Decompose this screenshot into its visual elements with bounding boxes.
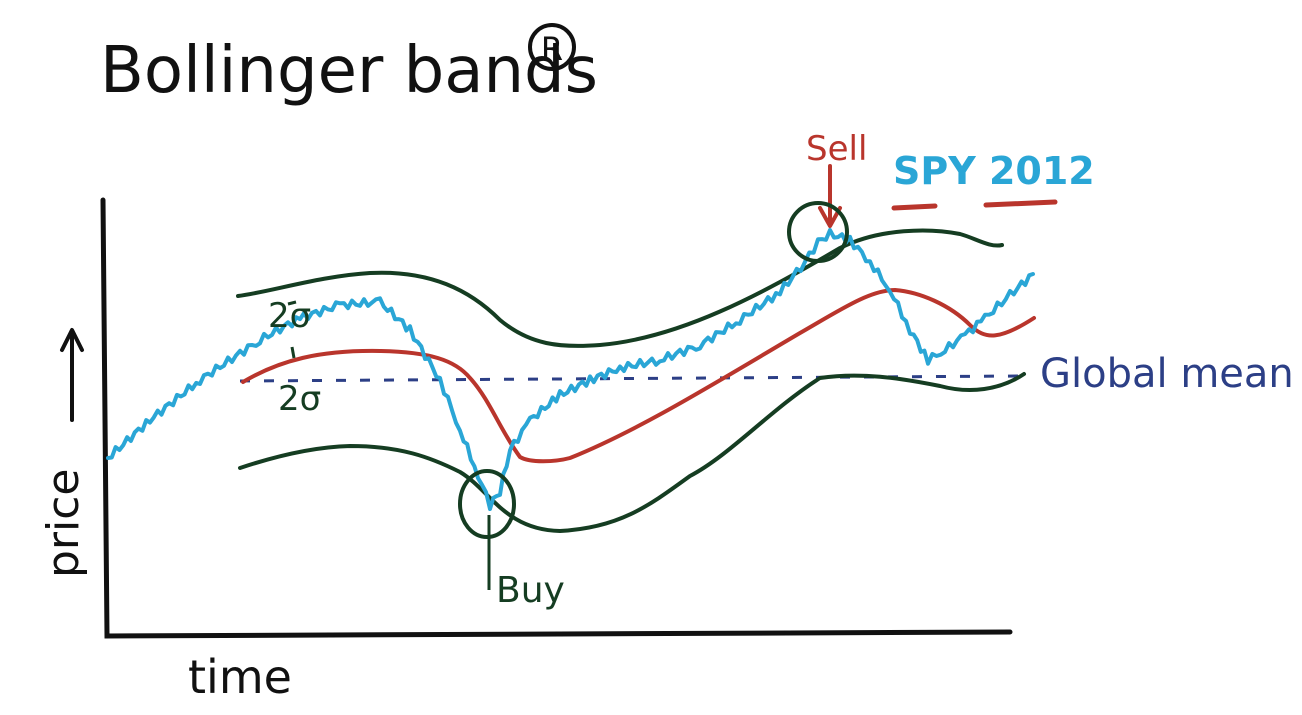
global-mean-label: Global mean — [1040, 351, 1294, 397]
sigma-lower-label: 2σ — [278, 379, 321, 419]
sell-arrow — [818, 164, 842, 228]
registered-mark-circle — [528, 23, 576, 71]
upper-band-line — [236, 228, 1004, 348]
sell-circle — [787, 201, 849, 263]
buy-label: Buy — [496, 570, 565, 611]
buy-circle — [458, 469, 516, 539]
legend-series-name: SPY 2012 — [893, 149, 1095, 193]
sigma-upper-tick — [290, 346, 296, 359]
y-axis-arrow — [60, 328, 84, 422]
title: Bollinger bands — [100, 34, 598, 108]
sigma-upper-label: 2σ — [268, 296, 311, 336]
legend-underline-2 — [983, 199, 1058, 208]
axes — [100, 197, 1013, 639]
sigma-upper-cap — [287, 300, 297, 306]
lower-band-line — [238, 372, 1026, 534]
price-line — [106, 228, 1035, 511]
legend-underline-1 — [891, 203, 938, 211]
sell-label: Sell — [806, 129, 867, 169]
x-axis-label: time — [188, 650, 292, 704]
moving-average-line — [241, 287, 1036, 464]
registered-mark: R — [541, 30, 563, 68]
y-axis-label: price — [38, 468, 89, 578]
